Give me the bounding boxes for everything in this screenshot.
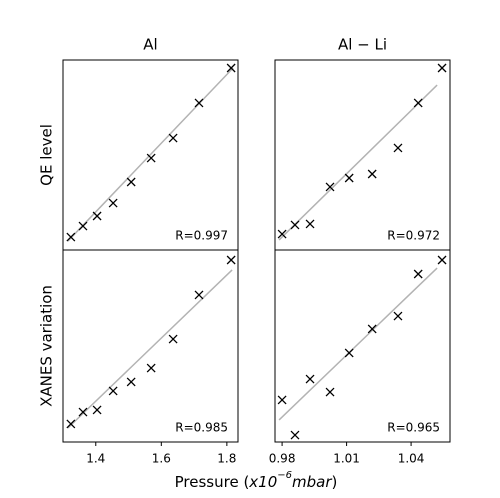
x-tick-label: 1.8 — [217, 452, 236, 466]
x-tick-label: 1.04 — [398, 452, 425, 466]
fit-line — [67, 269, 233, 429]
marker — [290, 430, 300, 440]
fit-line — [67, 67, 234, 242]
marker — [277, 229, 287, 239]
marker — [92, 211, 102, 221]
x-tick-label: 1.6 — [152, 452, 171, 466]
annotation: R=0.997 — [175, 229, 228, 243]
marker — [126, 177, 136, 187]
marker — [344, 173, 354, 183]
panel-title: Al − Li — [338, 36, 387, 54]
x-tick-label: 1.01 — [333, 452, 360, 466]
x-axis-label: Pressure (x10−6mbar) — [175, 470, 338, 491]
marker — [108, 386, 118, 396]
marker — [413, 269, 423, 279]
marker — [226, 255, 236, 265]
marker — [126, 377, 136, 387]
marker — [168, 334, 178, 344]
axes-frame — [274, 249, 451, 443]
marker — [146, 153, 156, 163]
marker — [437, 255, 447, 265]
marker — [367, 169, 377, 179]
marker — [413, 98, 423, 108]
marker — [325, 182, 335, 192]
y-axis-label: QE level — [38, 124, 56, 186]
marker — [290, 220, 300, 230]
marker — [367, 324, 377, 334]
marker — [66, 419, 76, 429]
x-label-exp: −6 — [277, 470, 292, 481]
marker — [305, 374, 315, 384]
marker — [393, 311, 403, 321]
annotation: R=0.985 — [175, 421, 228, 435]
fit-line — [278, 84, 438, 241]
marker — [194, 290, 204, 300]
axes-frame — [62, 249, 239, 443]
marker — [194, 98, 204, 108]
marker — [344, 348, 354, 358]
marker — [78, 407, 88, 417]
marker — [146, 363, 156, 373]
marker — [305, 219, 315, 229]
marker — [168, 133, 178, 143]
x-tick-label: 0.98 — [269, 452, 296, 466]
marker — [393, 143, 403, 153]
marker — [108, 198, 118, 208]
fit-line — [278, 267, 438, 421]
x-tick-label: 1.4 — [86, 452, 105, 466]
marker — [66, 232, 76, 242]
marker — [92, 405, 102, 415]
x-label-suffix: ) — [332, 473, 338, 491]
panel-title: Al — [143, 36, 157, 54]
x-label-prefix: Pressure ( — [175, 473, 250, 491]
marker — [277, 395, 287, 405]
x-label-unit: mbar — [292, 473, 332, 491]
annotation: R=0.972 — [387, 229, 440, 243]
y-axis-label: XANES variation — [38, 285, 56, 407]
marker — [226, 63, 236, 73]
marker — [437, 63, 447, 73]
marker — [78, 221, 88, 231]
marker — [325, 387, 335, 397]
x-label-base: x10 — [248, 473, 277, 491]
annotation: R=0.965 — [387, 421, 440, 435]
